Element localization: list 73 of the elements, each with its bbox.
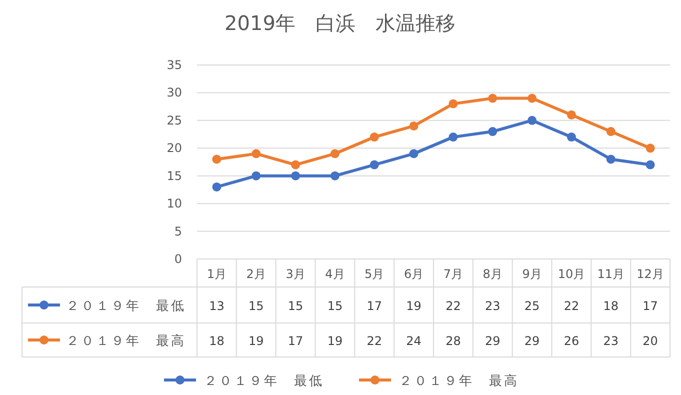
point (370, 132, 379, 142)
text: ２０１９年 最低 (204, 374, 324, 389)
point (646, 160, 655, 170)
data-label: 22 (446, 299, 461, 313)
legend-label: ２０１９年 最低 (66, 299, 186, 314)
x-tick-label: 1月 (206, 267, 227, 281)
point (606, 154, 616, 164)
point (252, 149, 261, 158)
point (448, 132, 458, 142)
point (212, 182, 222, 192)
data-label: 23 (603, 334, 619, 348)
x-tick-label: 7月 (443, 267, 464, 281)
data-label: 18 (603, 299, 619, 313)
point (330, 149, 340, 158)
data-label: 17 (642, 299, 658, 313)
data-label: 20 (642, 334, 658, 348)
y-tick-label: 30 (166, 86, 182, 100)
data-label: 25 (524, 299, 540, 313)
point (646, 144, 655, 153)
data-label: 22 (564, 299, 580, 313)
point (291, 160, 300, 170)
data-label: 17 (366, 299, 382, 313)
data-label: 15 (327, 299, 343, 313)
y-tick-label: 5 (174, 224, 182, 238)
y-tick-label: 15 (166, 168, 182, 183)
point (409, 121, 418, 130)
x-tick-label: 3月 (286, 267, 306, 281)
y-tick-label: 35 (166, 58, 182, 72)
point (606, 127, 616, 136)
point (488, 127, 498, 136)
data-label: 22 (366, 334, 382, 348)
y-tick-label: 20 (166, 141, 182, 156)
point (330, 171, 340, 180)
data-label: 29 (484, 334, 500, 348)
data-label: 24 (406, 334, 422, 348)
point (448, 99, 458, 108)
x-tick-label: 11月 (597, 267, 625, 281)
data-label: 15 (288, 299, 304, 313)
data-label: 28 (446, 334, 461, 348)
legend-label: ２０１９年 最高 (66, 333, 186, 349)
x-tick-label: 4月 (325, 267, 345, 281)
y-tick-label: 10 (166, 196, 182, 211)
point (528, 94, 537, 103)
data-label: 19 (248, 334, 264, 348)
text: ２０１９年 最高 (399, 374, 519, 389)
x-tick-label: 8月 (482, 267, 502, 281)
chart-title: 2019年 白浜 水温推移 (224, 11, 456, 35)
y-tick-label: 25 (166, 113, 182, 128)
x-tick-label: 12月 (636, 267, 664, 281)
data-label: 19 (327, 334, 343, 348)
data-label: 29 (524, 334, 540, 348)
data-label: 17 (288, 334, 304, 348)
data-label: 13 (209, 299, 224, 313)
point (291, 171, 300, 180)
x-tick-label: 5月 (364, 267, 384, 281)
data-label: 18 (209, 334, 224, 348)
point (370, 160, 379, 170)
data-label: 26 (564, 334, 580, 348)
point (488, 94, 498, 103)
point (566, 110, 576, 120)
point (566, 132, 576, 142)
x-tick-label: 10月 (558, 267, 586, 281)
data-label: 19 (406, 299, 422, 313)
point (528, 116, 537, 125)
point (409, 149, 418, 158)
data-label: 23 (484, 299, 500, 313)
x-tick-label: 6月 (404, 267, 424, 281)
data-label: 15 (248, 299, 264, 313)
point (212, 154, 222, 164)
y-tick-label: 0 (174, 252, 182, 266)
x-tick-label: 9月 (522, 267, 542, 281)
point (252, 171, 261, 180)
x-tick-label: 2月 (246, 267, 266, 281)
